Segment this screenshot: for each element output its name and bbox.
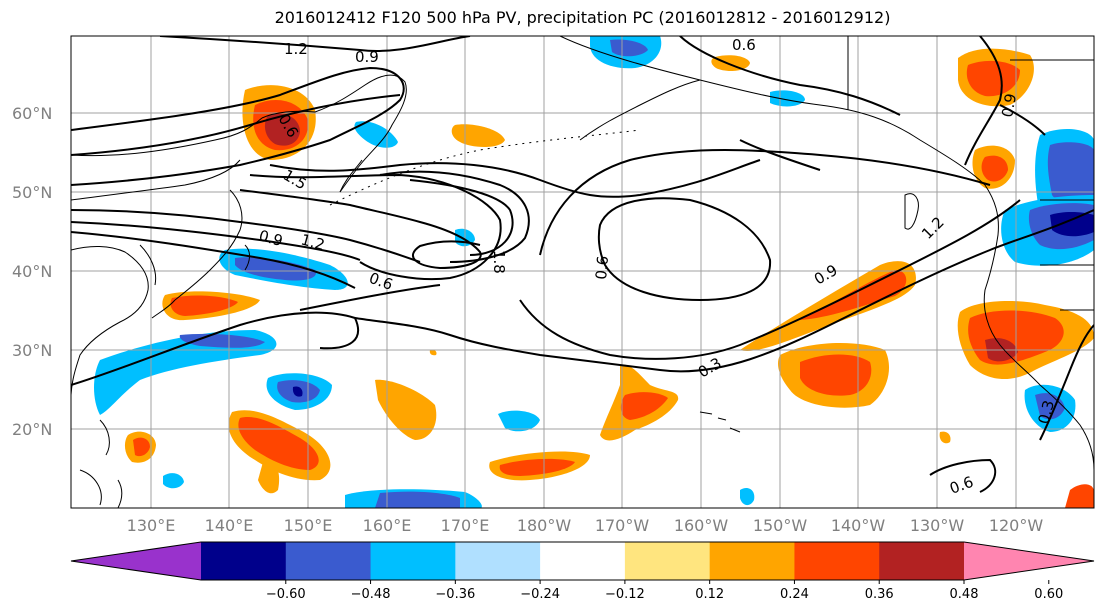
contour-label: 0.3 [1034, 398, 1058, 426]
lon-tick-label: 130°W [910, 516, 965, 535]
colorbar-swatch [285, 542, 372, 580]
contour-label: 0.9 [998, 92, 1020, 119]
colorbar-swatch [879, 542, 965, 580]
lat-tick-label: 20°N [12, 420, 52, 439]
colorbar-swatch [794, 542, 880, 580]
gridlines [71, 36, 1094, 508]
contour-label: 0.6 [592, 255, 612, 280]
colorbar-swatch [540, 542, 626, 580]
lon-tick-label: 180°W [517, 516, 572, 535]
lon-tick-label: 160°W [674, 516, 729, 535]
colorbar-tick-label: 0.24 [780, 587, 809, 601]
colorbar-tick-label: −0.60 [266, 587, 306, 601]
contour-label: 0.6 [732, 36, 756, 54]
lon-tick-label: 150°W [753, 516, 808, 535]
contour-label: 0.9 [257, 226, 285, 250]
lat-axis: 60°N 50°N 40°N 30°N 20°N [12, 104, 52, 439]
lon-tick-label: 170°E [441, 516, 490, 535]
lon-tick-label: 130°E [127, 516, 176, 535]
lon-tick-label: 120°W [989, 516, 1044, 535]
colorbar-tick-label: −0.36 [435, 587, 475, 601]
lat-tick-label: 30°N [12, 341, 52, 360]
map-title: 2016012412 F120 500 hPa PV, precipitatio… [274, 8, 891, 27]
map-border [70, 35, 1095, 509]
lon-tick-label: 160°E [363, 516, 412, 535]
colorbar-swatch [455, 542, 541, 580]
contour-label: 1.2 [284, 40, 308, 58]
colorbar-tick-label: 0.48 [950, 587, 979, 601]
colorbar-tick-label: −0.48 [351, 587, 391, 601]
colorbar: −0.60 −0.48 −0.36 −0.24 −0.12 0.12 0.24 0.36 0.4… [70, 541, 1095, 601]
lon-tick-label: 140°W [831, 516, 886, 535]
lat-tick-label: 40°N [12, 262, 52, 281]
lon-axis: 130°E 140°E 150°E 160°E 170°E 180°W 170°… [127, 516, 1044, 535]
colorbar-tick-label: −0.12 [605, 587, 645, 601]
lon-tick-label: 150°E [284, 516, 333, 535]
contour-label: 1.8 [490, 250, 508, 274]
lat-tick-label: 60°N [12, 104, 52, 123]
colorbar-outline [70, 541, 1095, 581]
lon-tick-label: 170°W [595, 516, 650, 535]
contour-label: 1.2 [299, 230, 327, 254]
colorbar-swatch [624, 542, 711, 580]
colorbar-swatch [201, 542, 287, 580]
pv-contours [71, 36, 1094, 493]
precip-negative [94, 36, 1094, 508]
lat-tick-label: 50°N [12, 183, 52, 202]
colorbar-extend-min [71, 542, 201, 580]
lon-tick-label: 140°E [205, 516, 254, 535]
contour-label: 0.9 [355, 48, 379, 66]
colorbar-tick-label: −0.24 [520, 587, 560, 601]
colorbar-swatch [709, 542, 795, 580]
colorbar-extend-max [964, 542, 1094, 580]
colorbar-tick-label: 0.60 [1034, 587, 1063, 601]
colorbar-tick-label: 0.12 [695, 587, 724, 601]
colorbar-tick-label: 0.36 [865, 587, 894, 601]
colorbar-swatch [370, 542, 456, 580]
